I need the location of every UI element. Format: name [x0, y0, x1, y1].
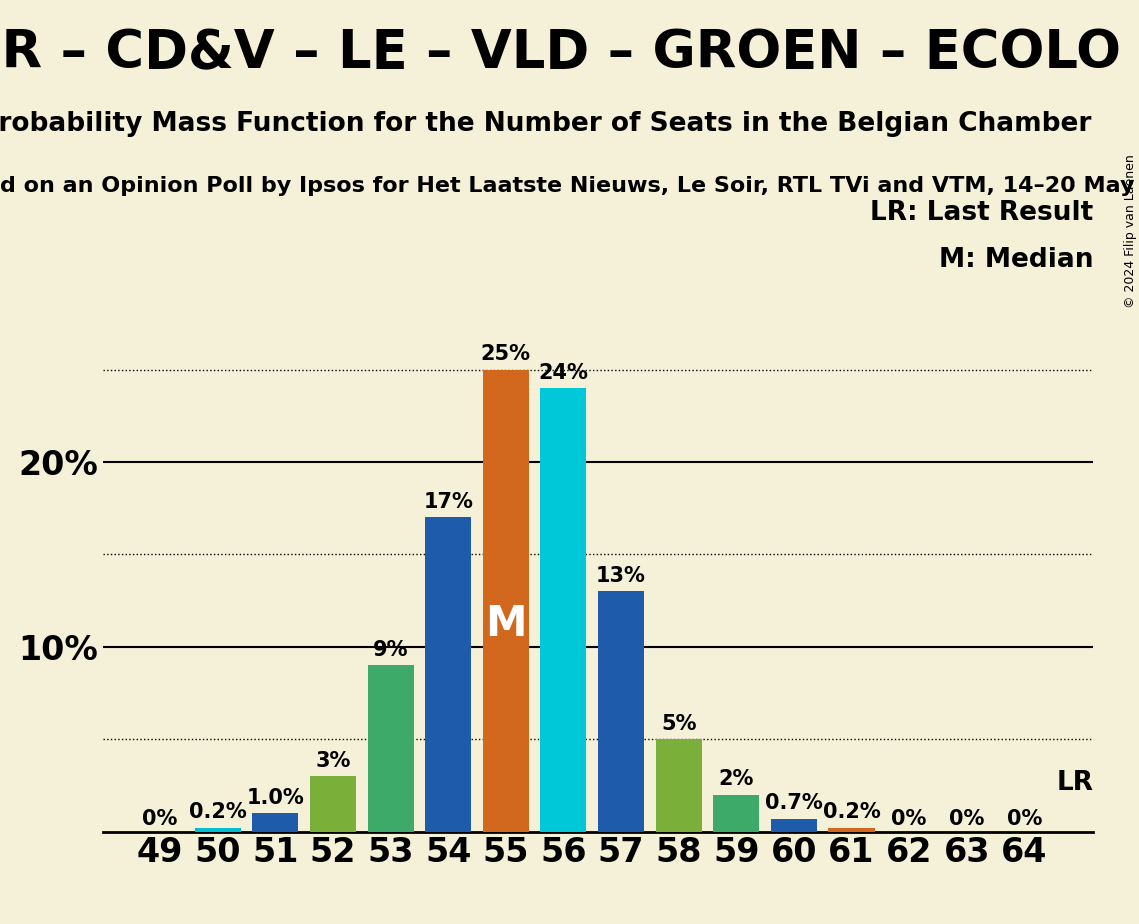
Bar — [425, 517, 472, 832]
Text: 0.7%: 0.7% — [765, 793, 822, 813]
Bar — [368, 665, 413, 832]
Text: 5%: 5% — [661, 713, 696, 734]
Text: 1.0%: 1.0% — [246, 787, 304, 808]
Text: 2%: 2% — [719, 769, 754, 789]
Text: 13%: 13% — [596, 565, 646, 586]
Bar — [713, 795, 760, 832]
Bar — [828, 828, 875, 832]
Text: 0.2%: 0.2% — [822, 802, 880, 822]
Bar — [540, 388, 587, 832]
Text: d on an Opinion Poll by Ipsos for Het Laatste Nieuws, Le Soir, RTL TVi and VTM, : d on an Opinion Poll by Ipsos for Het La… — [0, 176, 1134, 196]
Text: LR: Last Result: LR: Last Result — [870, 201, 1093, 226]
Text: M: Median: M: Median — [939, 247, 1093, 273]
Bar — [253, 813, 298, 832]
Text: 3%: 3% — [316, 750, 351, 771]
Text: 0%: 0% — [892, 808, 927, 829]
Bar — [656, 739, 702, 832]
Text: 0%: 0% — [949, 808, 984, 829]
Text: © 2024 Filip van Laenen: © 2024 Filip van Laenen — [1124, 154, 1137, 308]
Text: Probability Mass Function for the Number of Seats in the Belgian Chamber: Probability Mass Function for the Number… — [0, 111, 1091, 137]
Bar — [310, 776, 357, 832]
Text: LR: LR — [1057, 771, 1093, 796]
Text: MR – CD&V – LE – VLD – GROEN – ECOLO: MR – CD&V – LE – VLD – GROEN – ECOLO — [0, 28, 1121, 79]
Text: 25%: 25% — [481, 344, 531, 364]
Bar — [598, 591, 644, 832]
Text: M: M — [485, 602, 526, 645]
Text: 9%: 9% — [372, 639, 408, 660]
Bar — [483, 370, 528, 832]
Text: 17%: 17% — [424, 492, 473, 512]
Text: 0.2%: 0.2% — [189, 802, 247, 822]
Bar — [195, 828, 240, 832]
Bar — [771, 819, 817, 832]
Text: 0%: 0% — [1007, 808, 1042, 829]
Text: 24%: 24% — [539, 362, 589, 383]
Text: 0%: 0% — [142, 808, 178, 829]
